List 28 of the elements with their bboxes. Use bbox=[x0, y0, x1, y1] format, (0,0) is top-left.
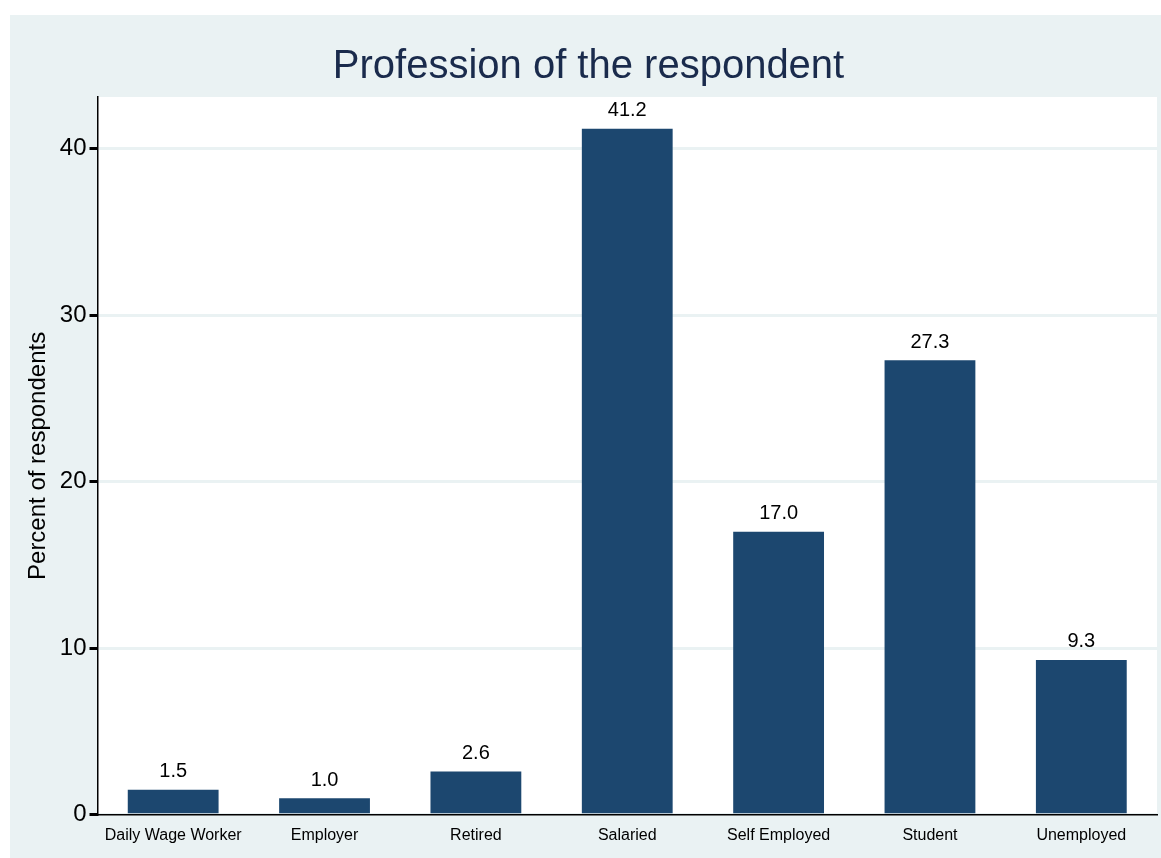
y-tick-label: 0 bbox=[73, 799, 87, 827]
bar bbox=[733, 531, 825, 814]
x-tick-label: Salaried bbox=[597, 825, 657, 843]
bar bbox=[430, 771, 522, 814]
bar bbox=[1035, 659, 1127, 814]
bar bbox=[581, 128, 673, 814]
data-label: 1.0 bbox=[310, 767, 339, 790]
data-label: 27.3 bbox=[910, 329, 950, 352]
y-axis-title: Percent of respondents bbox=[23, 331, 51, 580]
y-tick-label: 30 bbox=[59, 299, 87, 327]
y-tick-label: 10 bbox=[59, 632, 87, 660]
chart-title: Profession of the respondent bbox=[332, 42, 845, 87]
x-tick-label: Employer bbox=[290, 825, 359, 843]
data-label: 41.2 bbox=[607, 98, 647, 121]
x-tick-label: Retired bbox=[450, 825, 502, 843]
x-tick-label: Daily Wage Worker bbox=[104, 825, 243, 843]
bar bbox=[884, 360, 976, 814]
data-label: 9.3 bbox=[1067, 629, 1096, 652]
data-label: 2.6 bbox=[461, 741, 490, 764]
x-tick-label: Unemployed bbox=[1036, 825, 1127, 843]
y-tick-label: 20 bbox=[59, 466, 87, 494]
x-tick-label: Student bbox=[902, 825, 959, 843]
bar bbox=[127, 789, 219, 814]
bar bbox=[279, 798, 370, 814]
x-tick-label: Self Employed bbox=[727, 825, 831, 843]
data-label: 17.0 bbox=[759, 501, 799, 524]
data-label: 1.5 bbox=[159, 759, 188, 782]
y-tick-label: 40 bbox=[59, 133, 87, 161]
